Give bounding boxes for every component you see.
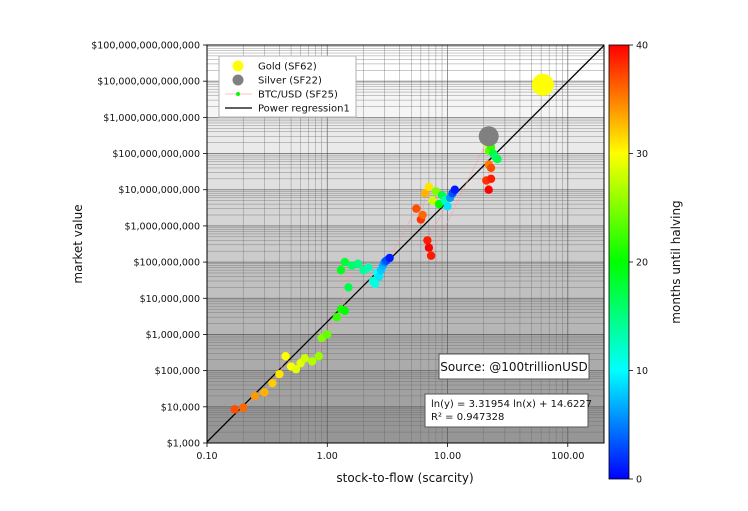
equation-box [424, 393, 589, 428]
btc-point [230, 405, 239, 414]
y-tick-label: $100,000 [155, 366, 200, 377]
y-tick-label: $100,000,000,000,000 [91, 41, 200, 52]
btc-point [314, 352, 323, 361]
btc-point [450, 185, 460, 194]
source-annotation: Source: @100trillionUSD [438, 353, 590, 380]
legend-gold-marker [232, 60, 244, 72]
btc-point [374, 272, 384, 281]
btc-point [250, 391, 260, 401]
background-band [207, 262, 604, 299]
colorbar-tick-label: 30 [636, 149, 648, 160]
btc-point [424, 243, 434, 252]
y-tick-label: $10,000 [161, 402, 200, 413]
btc-point [484, 185, 493, 194]
gold-point [531, 73, 554, 96]
btc-point [493, 154, 502, 164]
x-axis-ticks: 0.10 1.00 10.00 100.00 [196, 443, 584, 462]
colorbar-tick-label: 10 [636, 366, 648, 377]
y-tick-label: $10,000,000,000,000 [97, 77, 200, 88]
legend-silver-marker [232, 74, 244, 86]
plot-grid [207, 45, 604, 443]
background-band [207, 117, 604, 154]
y-axis-ticks: $1,000 $10,000 $100,000 $1,000,000 $10,000,0… [91, 41, 207, 450]
legend-btc-marker [236, 92, 240, 96]
plot-frame [206, 44, 605, 444]
btc-point [239, 403, 248, 412]
y-tick-label: $1,000,000,000,000 [103, 113, 200, 124]
colorbar-tick-label: 20 [636, 258, 648, 269]
btc-point [281, 352, 290, 361]
btc-point [268, 378, 277, 388]
r2-text: R² = 0.947328 [431, 412, 504, 423]
legend-silver-label: Silver (SF22) [258, 76, 322, 87]
legend-btc-label: BTC/USD (SF25) [258, 90, 338, 101]
btc-point [424, 182, 434, 192]
btc-point [443, 202, 452, 211]
x-tick-label: 1.00 [317, 451, 338, 462]
btc-point [323, 330, 332, 339]
background-band [207, 298, 604, 335]
y-tick-label: $1,000,000 [146, 330, 200, 341]
y-tick-label: $1,000 [167, 439, 200, 450]
btc-point [308, 357, 317, 366]
btc-point [275, 369, 284, 379]
x-axis-title: stock-to-flow (scarcity) [336, 471, 473, 485]
y-tick-label: $100,000,000,000 [112, 149, 200, 160]
y-tick-label: $1,000,000,000 [124, 221, 200, 232]
btc-point [300, 354, 309, 363]
legend-regression-label: Power regression1 [258, 104, 350, 115]
background-band [207, 189, 604, 226]
x-tick-label: 0.10 [196, 451, 217, 462]
x-tick-label: 10.00 [434, 451, 461, 462]
btc-point [431, 187, 441, 196]
btc-point [370, 279, 380, 289]
btc-point [291, 364, 301, 374]
source-box [438, 353, 590, 380]
y-tick-label: $10,000,000,000 [118, 185, 200, 196]
source-text: Source: @100trillionUSD [440, 360, 588, 374]
btc-point [353, 259, 363, 268]
btc-point [423, 236, 432, 245]
data-points [230, 73, 554, 414]
btc-point [344, 283, 353, 292]
legend-gold-label: Gold (SF62) [258, 62, 317, 73]
btc-point [336, 265, 346, 275]
btc-point [332, 312, 341, 322]
colorbar-tick-label: 0 [636, 475, 642, 486]
btc-point [364, 263, 373, 272]
colorbar-gradient [608, 44, 630, 480]
btc-point [428, 196, 437, 205]
btc-point [385, 253, 394, 263]
equation-annotation: ln(y) = 3.31954 ln(x) + 14.6227 R² = 0.9… [424, 393, 592, 428]
btc-point [340, 257, 350, 267]
btc-point [412, 204, 421, 213]
btc-point [418, 210, 427, 220]
btc-point [486, 163, 496, 173]
colorbar-ticks: 0 10 20 30 40 [629, 41, 648, 486]
colorbar-title: months until halving [669, 200, 683, 323]
colorbar-tick-label: 40 [636, 41, 648, 52]
btc-point [420, 189, 430, 198]
btc-point [340, 306, 350, 316]
btc-point [486, 174, 496, 184]
btc-point [426, 251, 436, 260]
regression-layer [207, 45, 604, 443]
equation-text: ln(y) = 3.31954 ln(x) + 14.6227 [431, 399, 592, 410]
colorbar: 0 10 20 30 40 months until halving [608, 41, 683, 486]
y-tick-label: $100,000,000 [134, 258, 200, 269]
x-tick-label: 100.00 [551, 451, 584, 462]
y-axis-title: market value [71, 204, 85, 283]
silver-point [478, 126, 499, 147]
y-tick-label: $10,000,000 [140, 294, 200, 305]
legend: Gold (SF62) Silver (SF22) BTC/USD (SF25)… [218, 55, 357, 118]
regression-line [207, 45, 604, 443]
background-band [207, 153, 604, 190]
btc-point [260, 388, 269, 397]
